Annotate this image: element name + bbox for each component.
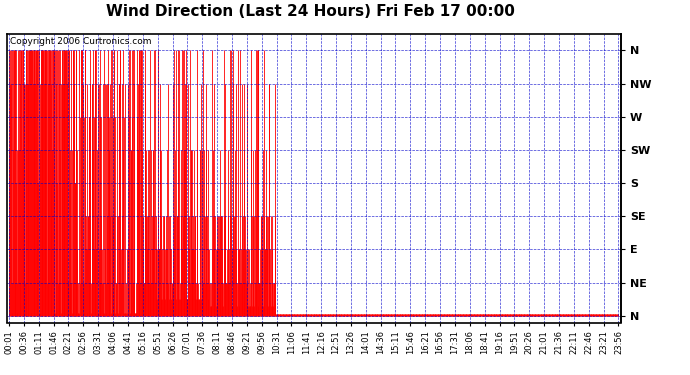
Text: Copyright 2006 Curtronics.com: Copyright 2006 Curtronics.com xyxy=(10,37,152,46)
Text: Wind Direction (Last 24 Hours) Fri Feb 17 00:00: Wind Direction (Last 24 Hours) Fri Feb 1… xyxy=(106,4,515,19)
